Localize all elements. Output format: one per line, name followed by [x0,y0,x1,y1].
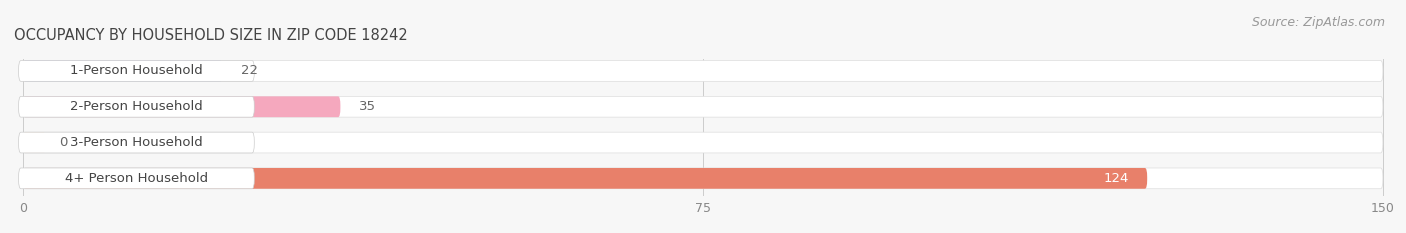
Text: 35: 35 [359,100,375,113]
FancyBboxPatch shape [22,96,1384,117]
FancyBboxPatch shape [18,168,254,189]
FancyBboxPatch shape [18,96,254,117]
FancyBboxPatch shape [22,168,1147,189]
Text: 3-Person Household: 3-Person Household [70,136,202,149]
Text: OCCUPANCY BY HOUSEHOLD SIZE IN ZIP CODE 18242: OCCUPANCY BY HOUSEHOLD SIZE IN ZIP CODE … [14,28,408,43]
Text: 124: 124 [1104,172,1129,185]
Text: 22: 22 [240,65,257,77]
FancyBboxPatch shape [18,61,254,81]
Text: 4+ Person Household: 4+ Person Household [65,172,208,185]
Text: Source: ZipAtlas.com: Source: ZipAtlas.com [1251,16,1385,29]
Text: 2-Person Household: 2-Person Household [70,100,202,113]
FancyBboxPatch shape [18,132,254,153]
FancyBboxPatch shape [22,96,340,117]
FancyBboxPatch shape [22,61,222,81]
Text: 0: 0 [59,136,67,149]
FancyBboxPatch shape [22,61,1384,81]
FancyBboxPatch shape [22,132,1384,153]
Text: 1-Person Household: 1-Person Household [70,65,202,77]
FancyBboxPatch shape [22,132,46,153]
FancyBboxPatch shape [22,168,1384,189]
